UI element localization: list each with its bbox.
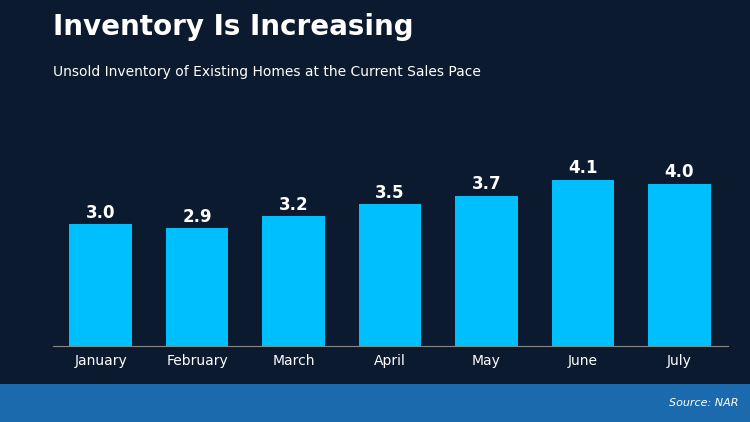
Bar: [70, 225, 132, 346]
Bar: [455, 196, 518, 346]
Text: 3.7: 3.7: [472, 176, 501, 193]
Text: 2.9: 2.9: [182, 208, 212, 226]
Bar: [648, 184, 710, 346]
Text: 4.0: 4.0: [664, 163, 694, 181]
Text: Unsold Inventory of Existing Homes at the Current Sales Pace: Unsold Inventory of Existing Homes at th…: [53, 65, 480, 79]
Bar: [166, 228, 229, 346]
Text: Inventory Is Increasing: Inventory Is Increasing: [53, 13, 413, 41]
Text: 4.1: 4.1: [568, 159, 598, 177]
Bar: [358, 204, 422, 346]
Text: 3.2: 3.2: [279, 196, 308, 214]
Text: 3.5: 3.5: [375, 184, 405, 202]
Bar: [551, 180, 614, 346]
Bar: [262, 216, 325, 346]
Text: Source: NAR: Source: NAR: [669, 398, 739, 408]
Text: 3.0: 3.0: [86, 204, 116, 222]
